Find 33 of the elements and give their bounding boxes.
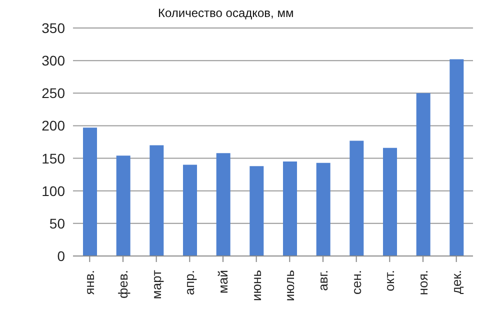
x-tick-label: ноя. — [416, 270, 430, 296]
bar — [383, 148, 397, 256]
x-tick-label: авг. — [316, 270, 330, 291]
bar — [350, 140, 364, 256]
y-tick-label: 50 — [49, 215, 66, 232]
bar — [216, 153, 230, 256]
x-tick-label: янв. — [82, 270, 98, 295]
y-tick-label: 100 — [42, 182, 66, 199]
y-tick-label: 300 — [42, 52, 66, 69]
bar — [450, 59, 464, 256]
x-tick-label: апр. — [182, 270, 198, 296]
x-tick-label: сен. — [348, 270, 364, 295]
bar — [283, 162, 297, 256]
y-tick-label: 250 — [42, 85, 66, 102]
y-tick-label: 350 — [42, 20, 66, 36]
bar — [250, 166, 264, 256]
y-tick-label: 0 — [57, 248, 66, 264]
bar — [116, 156, 130, 256]
chart-title: Количество осадков, мм — [158, 6, 294, 20]
bar — [83, 128, 97, 256]
y-tick-label: 200 — [42, 118, 66, 134]
bar — [183, 164, 197, 256]
x-tick-label: дек. — [448, 270, 464, 294]
x-tick-label: март — [148, 270, 164, 300]
x-tick-label: июль — [282, 270, 298, 302]
x-tick-label: май — [216, 270, 230, 294]
y-tick-label: 150 — [42, 150, 66, 166]
bar — [150, 145, 164, 256]
x-tick-label: июнь — [248, 270, 264, 301]
bar — [316, 162, 330, 256]
x-tick-label: окт. — [382, 270, 398, 292]
bar — [416, 93, 430, 256]
x-tick-label: фев. — [116, 270, 130, 298]
